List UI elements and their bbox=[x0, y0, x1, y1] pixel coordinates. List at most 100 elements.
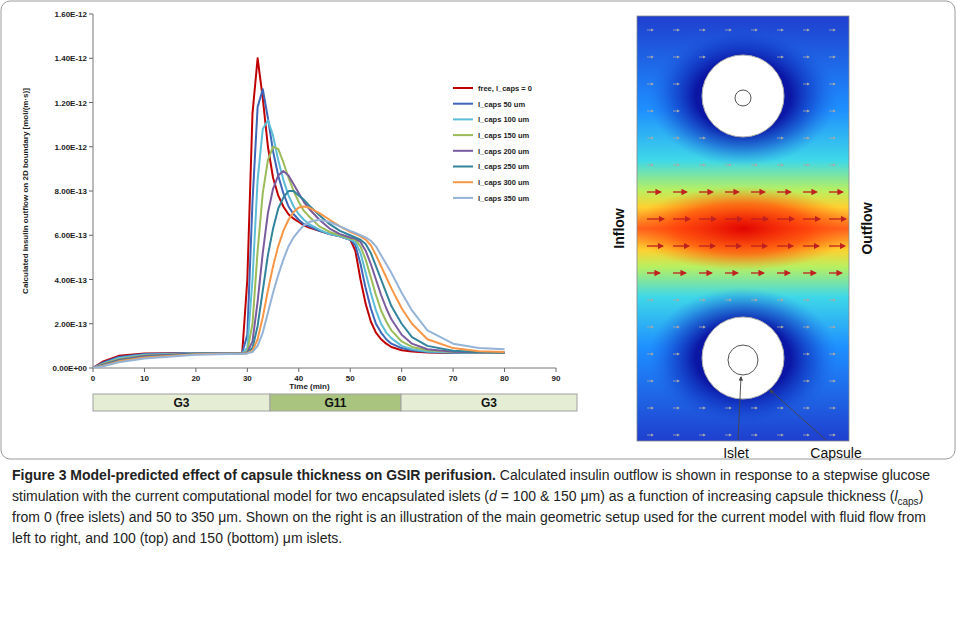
flow-arrow bbox=[777, 30, 783, 31]
x-tick bbox=[195, 368, 196, 372]
flow-arrow bbox=[673, 138, 679, 139]
frame bbox=[1, 1, 955, 459]
y-tick bbox=[89, 191, 93, 192]
series-line bbox=[93, 89, 505, 368]
legend-label: l_caps 100 um bbox=[478, 115, 530, 124]
flow-arrow bbox=[673, 165, 679, 166]
outflow-label: Outflow bbox=[859, 202, 875, 254]
field-halo bbox=[648, 288, 838, 428]
x-tick-label: 10 bbox=[140, 374, 149, 383]
y-axis bbox=[93, 14, 94, 368]
x-tick bbox=[350, 368, 351, 372]
y-tick-label: 1.60E-12 bbox=[55, 10, 88, 19]
flow-arrow bbox=[829, 435, 835, 436]
flow-arrow bbox=[751, 165, 757, 166]
legend-swatch bbox=[453, 166, 473, 168]
flow-arrow bbox=[777, 272, 790, 273]
diagram-border bbox=[637, 16, 849, 441]
flow-arrow bbox=[829, 111, 835, 112]
series-line bbox=[93, 171, 505, 368]
series-line bbox=[93, 58, 505, 368]
flow-arrow bbox=[673, 30, 679, 31]
flow-arrow bbox=[647, 84, 653, 85]
flow-arrow bbox=[647, 381, 653, 382]
legend-swatch bbox=[453, 103, 473, 105]
chart: 0.00E+002.00E-134.00E-136.00E-138.00E-13… bbox=[21, 10, 577, 411]
flow-arrow bbox=[673, 245, 689, 246]
series-line bbox=[93, 220, 505, 368]
y-tick bbox=[89, 235, 93, 236]
y-tick-label: 8.00E-13 bbox=[55, 187, 88, 196]
flow-arrow bbox=[725, 191, 739, 192]
flow-arrow bbox=[829, 408, 835, 409]
y-tick-label: 1.00E-12 bbox=[55, 143, 88, 152]
flow-arrow bbox=[673, 191, 687, 192]
series-line bbox=[93, 206, 505, 368]
islet-label: Islet bbox=[723, 445, 749, 461]
legend-swatch bbox=[453, 181, 473, 183]
flow-arrow bbox=[803, 165, 809, 166]
flow-arrow bbox=[699, 408, 705, 409]
flow-arrow bbox=[647, 354, 653, 355]
caption-text: l bbox=[894, 488, 897, 504]
flow-arrow bbox=[647, 165, 653, 166]
flow-arrow bbox=[647, 191, 661, 192]
flow-arrow bbox=[777, 435, 783, 436]
flow-arrow bbox=[673, 300, 679, 301]
legend-swatch bbox=[453, 150, 473, 152]
x-tick bbox=[504, 368, 505, 372]
capsule bbox=[702, 317, 784, 399]
x-tick-label: 90 bbox=[552, 374, 561, 383]
flow-arrow bbox=[699, 272, 712, 273]
flow-arrow bbox=[699, 191, 713, 192]
flow-arrow bbox=[803, 381, 809, 382]
capsule-label: Capsule bbox=[810, 445, 862, 461]
flow-arrow bbox=[829, 165, 835, 166]
flow-arrow bbox=[699, 300, 705, 301]
y-tick-label: 4.00E-13 bbox=[55, 276, 88, 285]
y-tick bbox=[89, 146, 93, 147]
flow-arrow bbox=[751, 435, 757, 436]
x-tick-label: 0 bbox=[91, 374, 96, 383]
flow-arrow bbox=[777, 408, 783, 409]
field-core bbox=[637, 187, 849, 271]
legend-label: l_caps 300 um bbox=[478, 178, 530, 187]
y-tick-label: 2.00E-13 bbox=[55, 320, 88, 329]
flow-arrow bbox=[829, 57, 835, 58]
flow-arrow bbox=[699, 327, 705, 328]
caption-text: d bbox=[489, 488, 497, 504]
flow-arrow bbox=[803, 111, 809, 112]
flow-arrow bbox=[673, 57, 679, 58]
flow-arrow bbox=[803, 191, 817, 192]
legend-label: l_caps 350 um bbox=[478, 194, 530, 203]
diagram: Inflow Outflow Islet Capsule bbox=[611, 16, 875, 461]
x-tick bbox=[298, 368, 299, 372]
flow-arrow bbox=[699, 165, 705, 166]
flow-arrow bbox=[699, 245, 715, 246]
protocol-segment bbox=[93, 394, 270, 411]
flow-arrow bbox=[751, 408, 757, 409]
flow-arrow bbox=[647, 218, 664, 219]
caption-text: caps bbox=[898, 496, 919, 507]
y-tick bbox=[89, 368, 93, 369]
legend-label: l_caps 250 um bbox=[478, 162, 530, 171]
legend-swatch bbox=[453, 118, 473, 120]
flow-arrow bbox=[803, 245, 819, 246]
flow-arrow bbox=[647, 435, 653, 436]
legend: free, l_caps = 0l_caps 50 uml_caps 100 u… bbox=[453, 84, 532, 203]
flow-arrow bbox=[777, 218, 794, 219]
flow-arrow bbox=[725, 272, 738, 273]
flow-arrow bbox=[725, 30, 731, 31]
x-tick bbox=[247, 368, 248, 372]
y-tick-label: 6.00E-13 bbox=[55, 231, 88, 240]
flow-arrow bbox=[699, 30, 705, 31]
flow-arrow bbox=[777, 57, 783, 58]
flow-arrow bbox=[647, 111, 653, 112]
caption-text: Figure 3 Model-predicted effect of capsu… bbox=[12, 467, 496, 483]
flow-arrow bbox=[803, 30, 809, 31]
flow-arrow bbox=[751, 218, 768, 219]
series-line bbox=[93, 120, 505, 368]
flow-arrow bbox=[777, 245, 793, 246]
flow-arrow bbox=[725, 435, 731, 436]
inflow-label: Inflow bbox=[611, 208, 627, 249]
